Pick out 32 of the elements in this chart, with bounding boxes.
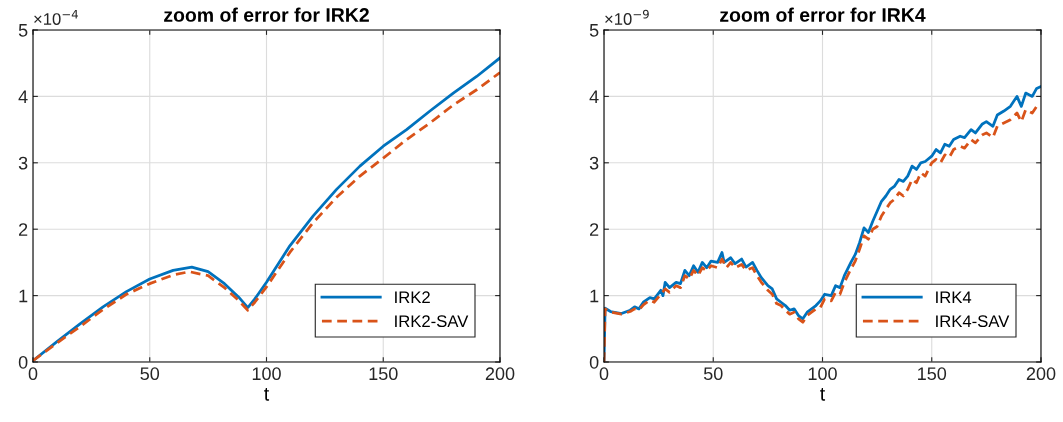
chart-title: zoom of error for IRK4 [720,7,926,22]
x-tick-label: 150 [918,367,947,381]
x-tick-label: 100 [808,367,837,381]
legend-label: IRK2-SAV [395,315,469,328]
y-tick-label: 3 [18,156,28,170]
y-tick-label: 2 [19,223,28,236]
text: ×10$^{−4}$ [34,9,78,25]
legend-label: IRK2 [395,291,430,304]
x-axis-title: t [820,387,826,401]
y-tick-label: 0 [18,355,28,369]
x-tick-label: 50 [140,367,160,381]
x-tick-label: 200 [485,367,515,381]
x-axis-title: t [264,387,270,401]
y-tick-label: 2 [590,223,599,236]
y-tick-label: 4 [18,90,28,103]
x-tick-label: 150 [369,367,398,381]
y-tick-label: 1 [590,289,599,303]
y-tick-label: 3 [589,156,599,170]
y-tick-label: 0 [589,355,599,369]
x-tick-label: 50 [703,367,723,381]
x-tick-label: 100 [252,367,281,381]
x-tick-label: 200 [1026,367,1056,381]
x-tick-label: 0 [28,367,38,381]
legend-label: IRK4 [936,291,972,304]
y-tick-label: 1 [19,289,28,303]
legend-label: IRK4-SAV [936,315,1010,328]
text: ×10$^{−9}$ [605,9,649,25]
y-tick-label: 4 [589,90,599,103]
y-tick-label: 5 [589,24,599,37]
chart-title: zoom of error for IRK2 [164,7,369,22]
x-tick-label: 0 [599,367,609,381]
y-tick-label: 5 [18,24,28,37]
